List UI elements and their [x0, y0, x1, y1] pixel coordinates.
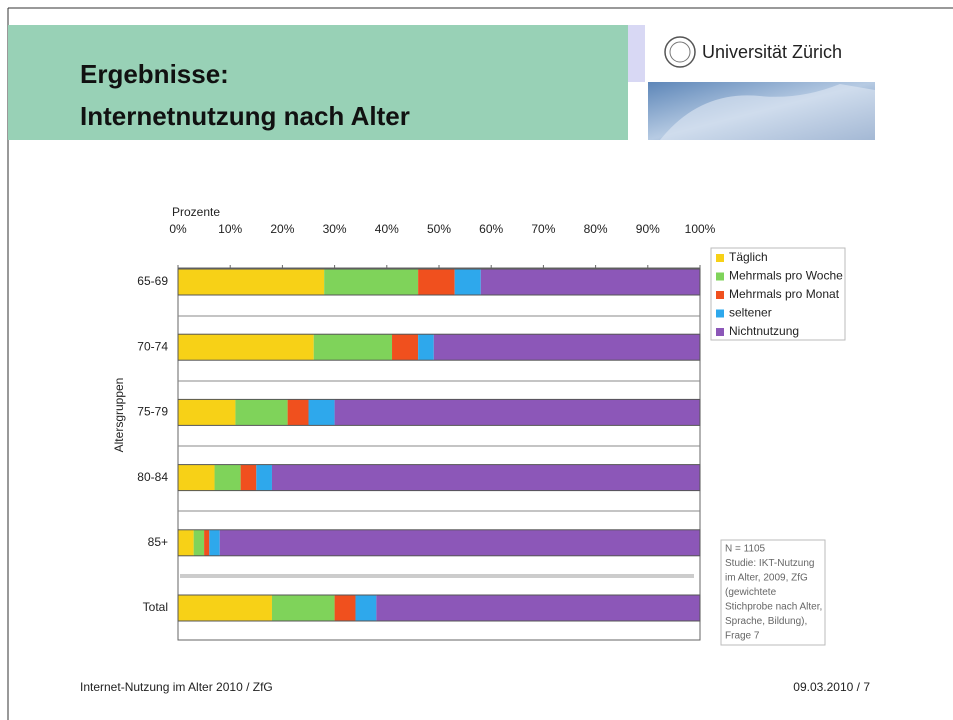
bar-outline: [177, 529, 701, 557]
y-tick-label: 75-79: [137, 405, 168, 419]
header-band: [8, 25, 628, 140]
logo-text: Universität Zürich: [702, 42, 842, 62]
x-tick-label: 40%: [375, 222, 399, 236]
x-tick-label: 70%: [531, 222, 555, 236]
x-tick-label: 50%: [427, 222, 451, 236]
bar-segment: [418, 334, 434, 361]
bar-segment: [271, 595, 335, 621]
footer-right: 09.03.2010 / 7: [793, 680, 870, 694]
legend-label: Mehrmals pro Woche: [729, 269, 843, 283]
note-line: Stichprobe nach Alter,: [725, 602, 822, 613]
y-axis-label: Altersgruppen: [112, 378, 126, 453]
bar-segment: [480, 269, 700, 295]
plot-frame: [177, 267, 701, 641]
logo-seal: [664, 36, 696, 68]
bar-outline: [177, 333, 701, 361]
note-line: (gewichtete: [725, 587, 777, 598]
bar-segment: [235, 399, 288, 426]
legend-swatch: [716, 254, 724, 262]
logo-seal: [669, 41, 691, 63]
bar-segment: [204, 529, 210, 556]
total-separator: [180, 574, 694, 578]
bar-segment: [178, 399, 236, 426]
y-tick-label: Total: [143, 600, 168, 614]
bar-segment: [313, 334, 393, 361]
bar-segment: [178, 269, 325, 295]
chart: Prozente Altersgruppen 0% 10% 20% 30% 40% 50% 60…: [112, 205, 846, 646]
legend-label: Nichtnutzung: [729, 324, 799, 338]
bar-segment: [376, 595, 700, 621]
legend-swatch: [716, 291, 724, 299]
legend-swatch: [716, 272, 724, 281]
note-line: Frage 7: [725, 631, 760, 642]
bar-outline: [177, 464, 701, 492]
bar-segment: [308, 399, 335, 426]
note-line: Sprache, Bildung),: [725, 616, 807, 627]
x-tick-label: 90%: [636, 222, 660, 236]
legend-swatch: [716, 309, 724, 318]
bar-segment: [392, 334, 419, 361]
bar-segment: [334, 399, 700, 426]
y-tick-label: 85+: [148, 535, 168, 549]
bar-segment: [178, 529, 194, 556]
bar-segment: [287, 399, 309, 426]
bar-segment: [324, 269, 419, 295]
x-tick-label: 30%: [323, 222, 347, 236]
y-tick-label: 65-69: [137, 274, 168, 288]
bar-segment: [193, 529, 205, 556]
bar-segment: [418, 269, 455, 295]
legend-label: Mehrmals pro Monat: [729, 287, 840, 301]
bar-segment: [178, 464, 215, 491]
bar-segment: [454, 269, 481, 295]
bar-segment: [209, 529, 220, 556]
legend-label: seltener: [729, 306, 772, 320]
bar-outline: [177, 594, 701, 622]
note-line: im Alter, 2009, ZfG: [725, 573, 808, 584]
bar-segment: [355, 595, 377, 621]
x-tick-label: 100%: [685, 222, 716, 236]
bar-segment: [178, 334, 314, 361]
bar-segment: [334, 595, 356, 621]
x-tick-label: 10%: [218, 222, 242, 236]
bar-segment: [214, 464, 241, 491]
x-tick-label: 20%: [270, 222, 294, 236]
bar-segment: [271, 464, 700, 491]
note-line: N = 1105: [725, 544, 766, 555]
footer-left: Internet-Nutzung im Alter 2010 / ZfG: [80, 680, 273, 694]
legend-box: [710, 247, 846, 341]
x-tick-label: 80%: [584, 222, 608, 236]
legend-label: Täglich: [729, 250, 768, 264]
note-line: Studie: IKT-Nutzung: [725, 558, 815, 569]
header-strip: [628, 25, 645, 82]
x-tick-label: 60%: [479, 222, 503, 236]
y-tick-label: 80-84: [137, 470, 168, 484]
bar-segment: [240, 464, 257, 491]
header-image: [660, 84, 875, 140]
bar-segment: [219, 529, 700, 556]
x-tick-label: 0%: [169, 222, 187, 236]
bar-outline: [177, 268, 701, 296]
bar-segment: [178, 595, 272, 621]
bar-segment: [256, 464, 272, 491]
note-box: [720, 539, 826, 646]
y-tick-label: 70-74: [137, 339, 168, 353]
bar-segment: [433, 334, 700, 361]
legend-swatch: [716, 328, 724, 336]
bar-outline: [177, 398, 701, 426]
title-line: Internetnutzung nach Alter: [80, 101, 410, 131]
title-line: Ergebnisse:: [80, 59, 229, 89]
x-axis-label: Prozente: [172, 205, 220, 219]
